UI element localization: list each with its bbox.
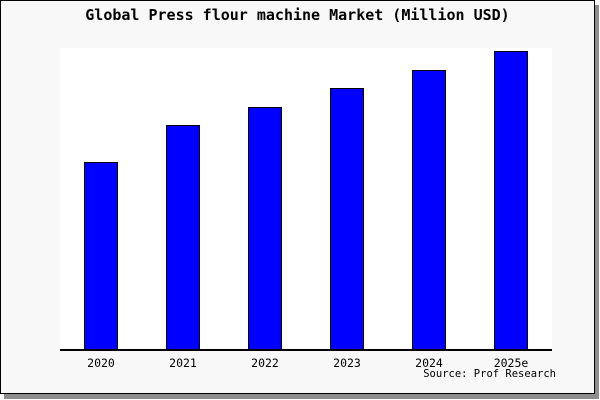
x-tick-label-2025e: 2025e <box>493 356 529 370</box>
x-tick-label-2020: 2020 <box>87 356 115 370</box>
x-tick-label-2022: 2022 <box>251 356 279 370</box>
bar-2025e <box>494 51 528 349</box>
bar-2021 <box>166 125 200 349</box>
chart-title: Global Press flour machine Market (Milli… <box>85 6 510 24</box>
x-tick-label-2021: 2021 <box>169 356 197 370</box>
bar-2020 <box>84 162 118 349</box>
bar-2022 <box>248 107 282 349</box>
bar-2024 <box>412 70 446 349</box>
x-axis-tick-labels: 2020 2021 2022 2023 2024 2025e <box>60 356 552 372</box>
bar-2023 <box>330 88 364 349</box>
x-tick-label-2023: 2023 <box>333 356 361 370</box>
chart-figure: Global Press flour machine Market (Milli… <box>0 0 595 394</box>
plot-area <box>60 48 552 351</box>
source-credit: Source: Prof Research <box>423 368 556 380</box>
x-tick-label-2024: 2024 <box>415 356 443 370</box>
